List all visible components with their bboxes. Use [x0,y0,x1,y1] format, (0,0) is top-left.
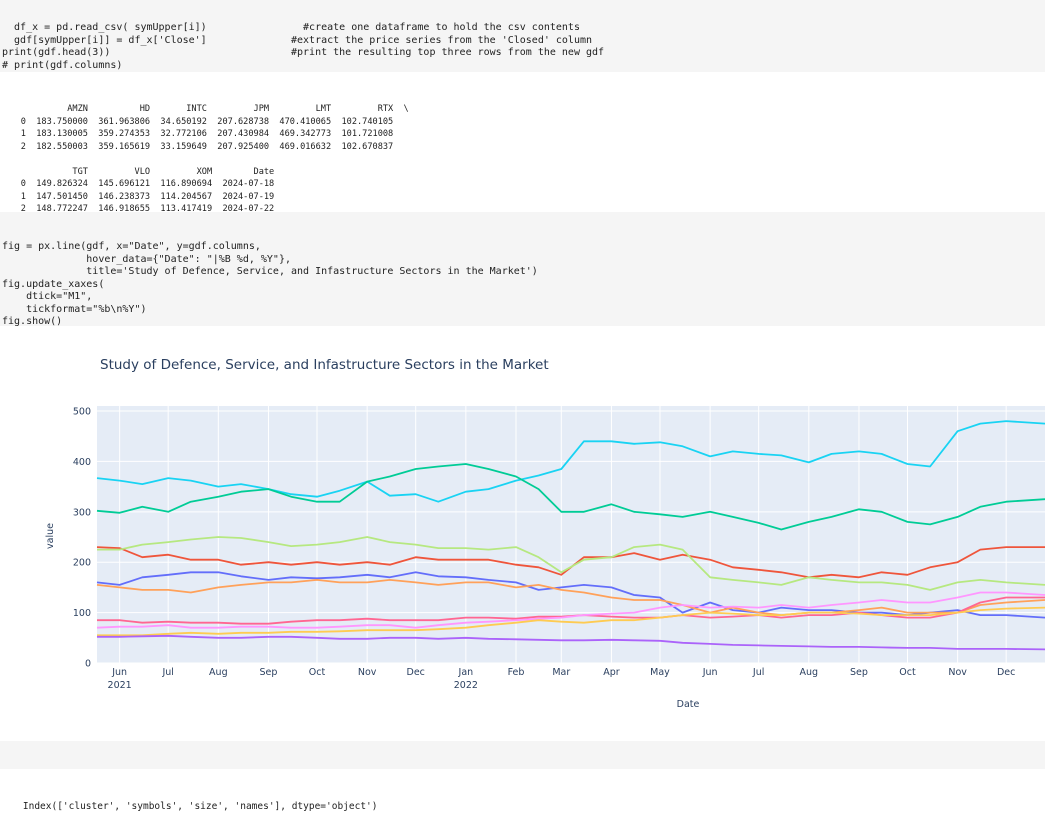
code-lines: df_x = pd.read_csv( symUpper[i]) #create… [2,22,1045,72]
plot-background [97,406,1045,663]
code-line: df_x = pd.read_csv( symUpper[i]) #create… [2,22,580,33]
series-line[interactable] [96,571,1045,619]
series-line[interactable] [96,591,1045,629]
y-axis-title: value [45,523,56,549]
y-tick-label: 400 [73,457,91,468]
index-output: Index(['cluster', 'symbols', 'size', 'na… [0,801,1045,814]
x-tick-label: Dec [407,667,425,678]
output-line: Index(['cluster', 'symbols', 'size', 'na… [0,801,378,812]
y-tick-label: 100 [73,608,91,619]
output-line: 0 149.826324 145.696121 116.890694 2024-… [0,179,275,189]
output-cell-3: Index(['cluster', 'symbols', 'size', 'na… [0,776,1045,812]
x-tick-label: Nov [358,667,377,678]
x-tick-year-label: 2021 [108,680,132,691]
code-line: fig.show() [2,316,63,326]
series-line[interactable] [96,546,1045,579]
series-line[interactable] [96,463,1045,531]
chart-title: Study of Defence, Service, and Infastruc… [100,357,549,373]
x-tick-label: Feb [508,667,525,678]
y-tick-label: 0 [85,659,91,670]
y-tick-label: 200 [73,558,91,569]
x-tick-label: Oct [899,667,916,678]
series-line[interactable] [97,634,1045,651]
output-line: AMZN HD INTC JPM LMT RTX \ [0,104,409,114]
code-line: # print(gdf.columns) [2,59,123,71]
x-tick-label: Jul [161,667,173,678]
x-tick-label: Jun [702,667,718,678]
x-tick-label: Sep [260,667,278,678]
series-line[interactable] [97,606,1045,637]
output-line: 1 183.130005 359.274353 32.772106 207.43… [0,129,394,139]
output-line [0,153,1045,166]
x-tick-label: Aug [209,667,228,678]
x-tick-label: Jul [752,667,764,678]
code-line: hover_data={"Date": "|%B %d, %Y"}, [2,253,291,265]
x-tick-label: Oct [309,667,326,678]
code-line: dtick="M1", [2,291,93,302]
y-tick-label: 500 [73,407,91,418]
x-axis: Jun 2021 Jul Aug Sep Oct Nov Dec Jan 2022 Feb Mar Ap… [108,667,1016,691]
code-line: tickformat="%b\n%Y") [2,303,147,315]
series-line[interactable] [96,578,1045,617]
x-tick-label: Jan [458,667,474,678]
output-line: TGT VLO XOM Date [0,166,275,177]
x-tick-label: Sep [850,667,868,678]
code-lines: fig = px.line(gdf, x="Date", y=gdf.colum… [2,241,1045,326]
x-tick-label: Mar [552,667,570,678]
x-tick-label: Dec [997,667,1015,678]
grid-lines [97,406,1045,664]
x-axis-title: Date [677,699,700,710]
output-line: 1 147.501450 146.238373 114.204567 2024-… [0,191,275,202]
code-line: print(gdf.head(3)) #print the resulting … [2,47,605,58]
output-line: 0 183.750000 361.963806 34.650192 207.62… [0,116,394,127]
dataframe-output: AMZN HD INTC JPM LMT RTX \ 0 183.750000 … [0,103,1045,216]
code-cell-1[interactable]: df_x = pd.read_csv( symUpper[i]) #create… [0,0,1045,72]
plotly-chart[interactable]: Study of Defence, Service, and Infastruc… [0,330,1045,730]
output-line: 2 182.550003 359.165619 33.159649 207.92… [0,141,394,152]
y-axis: 0 100 200 300 400 500 [73,407,91,670]
chart-svg[interactable]: Study of Defence, Service, and Infastruc… [0,330,1045,730]
output-line: 2 148.772247 146.918655 113.417419 2024-… [0,204,275,214]
series-line[interactable] [96,420,1045,503]
x-tick-label: May [650,667,670,678]
code-line: gdf[symUpper[i]] = df_x['Close'] #extrac… [2,34,593,46]
x-tick-label: Apr [603,667,620,678]
series-lines[interactable] [96,420,1045,651]
y-tick-label: 300 [73,507,91,518]
series-line[interactable] [97,536,1045,591]
x-tick-year-label: 2022 [454,680,478,691]
code-cell-2[interactable]: fig = px.line(gdf, x="Date", y=gdf.colum… [0,212,1045,326]
x-tick-label: Nov [948,667,967,678]
code-cell-3[interactable]: gdf.columns [0,741,1045,769]
x-tick-label: Aug [800,667,819,678]
code-line: title='Study of Defence, Service, and In… [2,266,538,277]
code-line: fig = px.line(gdf, x="Date", y=gdf.colum… [2,241,261,252]
output-cell-1: AMZN HD INTC JPM LMT RTX \ 0 183.750000 … [0,78,1045,214]
x-tick-label: Jun [111,667,127,678]
code-line: fig.update_xaxes( [2,278,105,290]
